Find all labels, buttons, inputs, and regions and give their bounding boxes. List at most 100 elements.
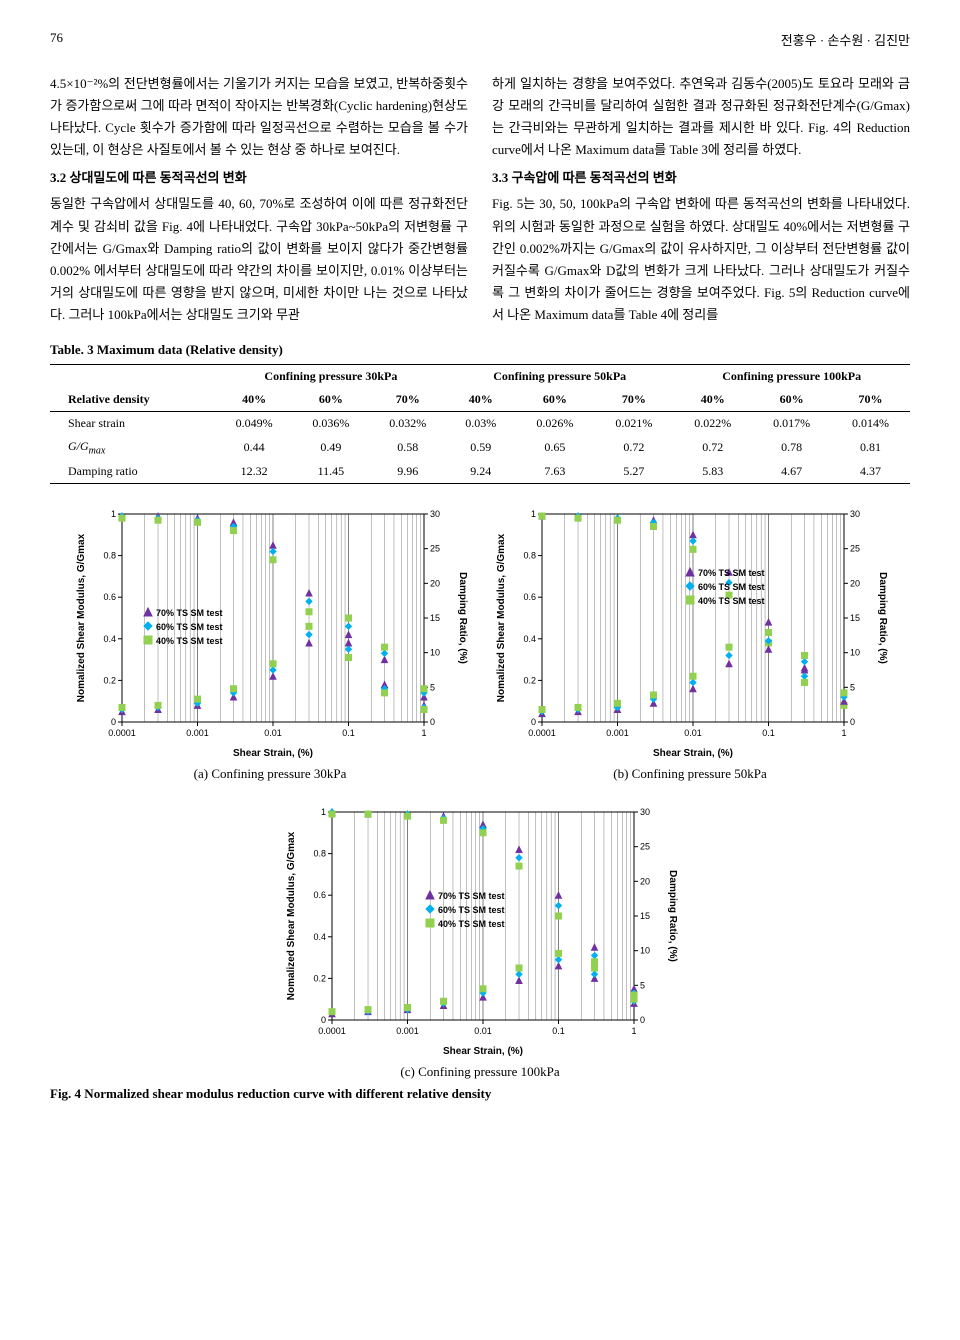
table3-cell-2-5: 7.63 xyxy=(515,460,594,484)
svg-text:0.0001: 0.0001 xyxy=(318,1026,346,1036)
page-authors: 전홍우 · 손수원 · 김진만 xyxy=(781,30,910,49)
svg-text:0: 0 xyxy=(850,717,855,727)
svg-text:0.1: 0.1 xyxy=(552,1026,565,1036)
svg-text:0.4: 0.4 xyxy=(313,932,326,942)
svg-text:40% TS SM test: 40% TS SM test xyxy=(156,636,223,646)
chart-c: 00.20.40.60.810510152025300.00010.0010.0… xyxy=(280,800,680,1060)
table3-cell-2-8: 4.67 xyxy=(752,460,831,484)
para-right-2: Fig. 5는 30, 50, 100kPa의 구속압 변화에 따른 동적곡선의… xyxy=(492,193,910,326)
svg-text:0.01: 0.01 xyxy=(264,728,282,738)
svg-text:Damping Ratio, (%): Damping Ratio, (%) xyxy=(667,871,678,963)
table3-sh-4: 40% xyxy=(446,388,515,412)
table3-sh-5: 60% xyxy=(515,388,594,412)
table3-cell-1-6: 0.72 xyxy=(594,435,673,460)
table3-cell-2-4: 9.24 xyxy=(446,460,515,484)
table3-group-header: Confining pressure 30kPa Confining press… xyxy=(50,365,910,389)
table3-cell-0-5: 0.026% xyxy=(515,412,594,436)
table3-cell-2-7: 5.83 xyxy=(673,460,752,484)
table-row: G/Gmax0.440.490.580.590.650.720.720.780.… xyxy=(50,435,910,460)
svg-text:5: 5 xyxy=(640,981,645,991)
svg-text:0.6: 0.6 xyxy=(313,891,326,901)
svg-text:15: 15 xyxy=(850,613,860,623)
table3-cell-1-7: 0.72 xyxy=(673,435,752,460)
svg-text:0.1: 0.1 xyxy=(762,728,775,738)
svg-text:Damping Ratio, (%): Damping Ratio, (%) xyxy=(877,573,888,665)
svg-text:0: 0 xyxy=(111,717,116,727)
table3-cell-1-3: 0.58 xyxy=(369,435,446,460)
table3-cell-1-4: 0.59 xyxy=(446,435,515,460)
section-3-3-title: 3.3 구속압에 따른 동적곡선의 변화 xyxy=(492,167,910,189)
table3-gh-3: Confining pressure 100kPa xyxy=(673,365,910,389)
svg-text:20: 20 xyxy=(430,579,440,589)
table3-sh-6: 70% xyxy=(594,388,673,412)
svg-text:0.8: 0.8 xyxy=(523,551,536,561)
table3-cell-1-0: G/Gmax xyxy=(50,435,216,460)
svg-text:60% TS SM test: 60% TS SM test xyxy=(156,622,223,632)
chart-b: 00.20.40.60.810510152025300.00010.0010.0… xyxy=(490,502,890,762)
table3-cell-1-9: 0.81 xyxy=(831,435,910,460)
right-column: 하게 일치하는 경향을 보여주었다. 추연욱과 김동수(2005)도 토요라 모… xyxy=(492,73,910,326)
svg-text:30: 30 xyxy=(430,509,440,519)
svg-text:0.8: 0.8 xyxy=(313,849,326,859)
svg-text:0.4: 0.4 xyxy=(103,634,116,644)
svg-text:40% TS SM test: 40% TS SM test xyxy=(698,596,765,606)
table3-cell-0-7: 0.022% xyxy=(673,412,752,436)
table3-sh-9: 70% xyxy=(831,388,910,412)
chart-a-box: 00.20.40.60.810510152025300.00010.0010.0… xyxy=(70,502,470,782)
table3-sh-8: 60% xyxy=(752,388,831,412)
table3-cell-0-3: 0.032% xyxy=(369,412,446,436)
svg-text:1: 1 xyxy=(111,509,116,519)
table3: Confining pressure 30kPa Confining press… xyxy=(50,364,910,484)
svg-text:Nomalized Shear Modulus, G/Gma: Nomalized Shear Modulus, G/Gmax xyxy=(496,534,507,703)
svg-text:Shear Strain, (%): Shear Strain, (%) xyxy=(443,1046,523,1057)
table3-cell-2-2: 11.45 xyxy=(292,460,369,484)
table3-gh-1: Confining pressure 30kPa xyxy=(216,365,446,389)
table3-sh-1: 40% xyxy=(216,388,293,412)
svg-text:0.0001: 0.0001 xyxy=(528,728,556,738)
svg-text:60% TS SM test: 60% TS SM test xyxy=(438,905,505,915)
svg-text:0.6: 0.6 xyxy=(103,593,116,603)
chart-c-box: 00.20.40.60.810510152025300.00010.0010.0… xyxy=(280,800,680,1080)
svg-text:Nomalized Shear Modulus, G/Gma: Nomalized Shear Modulus, G/Gmax xyxy=(76,534,87,703)
svg-text:Nomalized Shear Modulus, G/Gma: Nomalized Shear Modulus, G/Gmax xyxy=(286,832,297,1001)
table3-sh-0: Relative density xyxy=(50,388,216,412)
svg-text:30: 30 xyxy=(850,509,860,519)
page-number: 76 xyxy=(50,30,63,49)
svg-text:0.2: 0.2 xyxy=(313,974,326,984)
svg-text:0.01: 0.01 xyxy=(684,728,702,738)
svg-text:0.001: 0.001 xyxy=(606,728,629,738)
svg-text:1: 1 xyxy=(421,728,426,738)
svg-text:0.001: 0.001 xyxy=(396,1026,419,1036)
para-right-1: 하게 일치하는 경향을 보여주었다. 추연욱과 김동수(2005)도 토요라 모… xyxy=(492,73,910,161)
chart-b-caption: (b) Confining pressure 50kPa xyxy=(613,766,766,782)
table3-cell-1-1: 0.44 xyxy=(216,435,293,460)
svg-text:0: 0 xyxy=(640,1015,645,1025)
table3-cell-2-6: 5.27 xyxy=(594,460,673,484)
svg-text:25: 25 xyxy=(640,842,650,852)
svg-text:15: 15 xyxy=(430,613,440,623)
chart-b-box: 00.20.40.60.810510152025300.00010.0010.0… xyxy=(490,502,890,782)
svg-text:10: 10 xyxy=(850,648,860,658)
svg-text:20: 20 xyxy=(850,579,860,589)
table3-sub-header: Relative density40%60%70%40%60%70%40%60%… xyxy=(50,388,910,412)
table-row: Shear strain0.049%0.036%0.032%0.03%0.026… xyxy=(50,412,910,436)
table3-cell-2-9: 4.37 xyxy=(831,460,910,484)
table3-gh-2: Confining pressure 50kPa xyxy=(446,365,673,389)
svg-text:0.0001: 0.0001 xyxy=(108,728,136,738)
svg-text:0.1: 0.1 xyxy=(342,728,355,738)
svg-text:70% TS SM test: 70% TS SM test xyxy=(156,608,223,618)
table3-cell-2-1: 12.32 xyxy=(216,460,293,484)
svg-text:0.8: 0.8 xyxy=(103,551,116,561)
svg-text:0.4: 0.4 xyxy=(523,634,536,644)
svg-text:1: 1 xyxy=(631,1026,636,1036)
charts-row-1: 00.20.40.60.810510152025300.00010.0010.0… xyxy=(50,502,910,782)
svg-text:25: 25 xyxy=(850,544,860,554)
table3-cell-1-8: 0.78 xyxy=(752,435,831,460)
svg-text:1: 1 xyxy=(321,807,326,817)
table3-gh-0 xyxy=(50,365,216,389)
svg-text:20: 20 xyxy=(640,877,650,887)
svg-text:0: 0 xyxy=(430,717,435,727)
svg-text:Damping Ratio, (%): Damping Ratio, (%) xyxy=(457,573,468,665)
para-left-2: 동일한 구속압에서 상대밀도를 40, 60, 70%로 조성하여 이에 따른 … xyxy=(50,193,468,326)
table3-cell-0-1: 0.049% xyxy=(216,412,293,436)
